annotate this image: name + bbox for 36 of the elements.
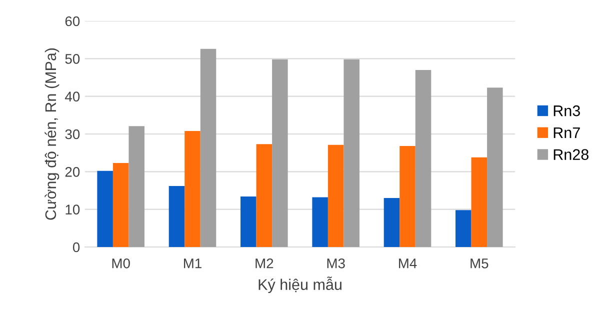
legend-label: Rn7 [554,127,580,138]
bar [272,59,288,247]
bar [487,88,503,247]
bar [97,170,113,247]
bar [240,196,256,247]
x-tick-label: M2 [256,258,274,268]
bar [200,48,216,247]
x-tick-label: M1 [184,258,202,268]
x-tick-label: M0 [112,258,130,268]
legend-label: Rn3 [554,105,580,116]
bar [384,198,400,247]
bar [312,197,328,247]
bar [112,163,129,247]
bar [256,144,272,247]
bar [400,146,416,247]
y-tick-label: 40 [65,92,80,102]
bar [128,126,144,247]
y-tick-label: 50 [65,54,80,64]
y-tick-label: 10 [66,204,80,215]
y-tick-label: 0 [72,242,80,252]
y-axis-title: Cường độ nén, Rn (MPa) [44,48,60,220]
x-axis-title: Ký hiệu mẫu [258,276,342,294]
x-tick-label: M5 [470,258,488,268]
bar [415,70,432,247]
x-tick-label: M4 [398,258,417,268]
bar [456,210,472,247]
y-tick-label: 20 [65,167,80,177]
y-tick-label: 60 [65,16,80,26]
y-tick-label: 30 [65,129,80,140]
bar [471,157,488,247]
bar [184,130,200,247]
legend-label: Rn28 [554,149,588,160]
bar [328,144,344,247]
bar [168,186,185,247]
bar [344,59,360,247]
x-tick-label: M3 [327,258,345,268]
